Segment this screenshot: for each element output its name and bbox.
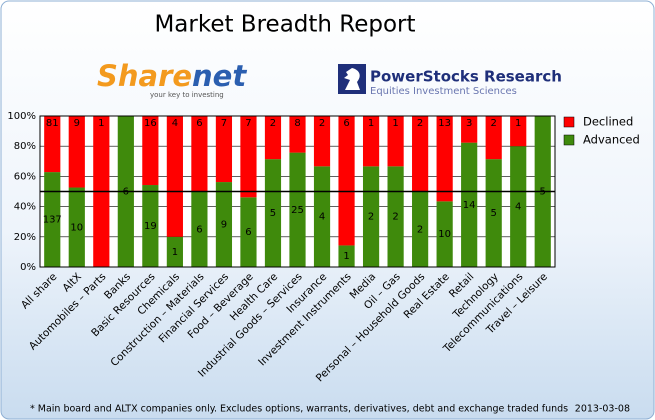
bar-segment bbox=[142, 116, 159, 186]
bar-segment bbox=[289, 152, 306, 267]
bar-segment bbox=[166, 236, 183, 267]
data-label: 1 bbox=[343, 251, 349, 262]
bar-segment bbox=[485, 116, 502, 160]
data-label: 2 bbox=[270, 118, 276, 129]
logo-text: PowerStocks Research bbox=[370, 68, 562, 86]
data-label: 9 bbox=[221, 220, 227, 231]
data-label: 2 bbox=[368, 212, 374, 223]
bar-segment bbox=[264, 159, 282, 267]
data-label: 19 bbox=[144, 221, 157, 232]
data-label: 81 bbox=[46, 118, 59, 129]
data-label: 13 bbox=[438, 118, 451, 129]
data-label: 3 bbox=[466, 118, 472, 129]
bar-segment bbox=[44, 116, 61, 173]
bar-segment bbox=[510, 146, 527, 267]
bar-segment bbox=[362, 116, 380, 167]
logo-sharenet: Share net your key to investing bbox=[97, 59, 247, 99]
bar-segment bbox=[412, 191, 429, 267]
data-label: 137 bbox=[43, 215, 62, 226]
y-tick-label: 20% bbox=[14, 232, 36, 243]
data-label: 4 bbox=[172, 118, 178, 129]
data-label: 6 bbox=[245, 227, 251, 238]
y-tick-label: 0% bbox=[20, 262, 36, 273]
data-label: 2 bbox=[392, 212, 398, 223]
data-label: 1 bbox=[172, 247, 178, 258]
bar-segment bbox=[338, 245, 355, 267]
bar-segment bbox=[313, 116, 331, 167]
legend-label: Advanced bbox=[583, 133, 640, 147]
bar-segment bbox=[215, 182, 233, 267]
bar-segment bbox=[461, 116, 478, 143]
bar-segment bbox=[191, 191, 208, 267]
data-label: 2 bbox=[491, 118, 497, 129]
bar-segment bbox=[436, 116, 453, 202]
bar-segment bbox=[289, 116, 306, 153]
logo-powerstocks: PowerStocks Research Equities Investment… bbox=[338, 64, 562, 97]
data-label: 2 bbox=[319, 118, 325, 129]
bar-segment bbox=[485, 159, 502, 267]
data-label: 6 bbox=[196, 118, 202, 129]
data-label: 1 bbox=[515, 118, 521, 129]
data-label: 16 bbox=[144, 118, 157, 129]
bar-segment bbox=[44, 172, 61, 267]
data-label: 5 bbox=[270, 208, 276, 219]
chart-title: Market Breadth Report bbox=[154, 12, 415, 38]
data-label: 4 bbox=[319, 212, 325, 223]
bar-segment bbox=[240, 197, 257, 267]
data-label: 1 bbox=[392, 118, 398, 129]
data-label: 10 bbox=[70, 222, 83, 233]
bar-segment bbox=[68, 187, 85, 267]
data-label: 10 bbox=[438, 229, 451, 240]
data-label: 25 bbox=[291, 205, 304, 216]
y-tick-label: 60% bbox=[14, 171, 36, 182]
bar-segment bbox=[436, 201, 453, 267]
bar-segment bbox=[215, 116, 233, 183]
logo-text: net bbox=[192, 59, 247, 93]
bar-segment bbox=[461, 142, 478, 267]
legend-swatch bbox=[563, 116, 575, 128]
bar-segment bbox=[240, 116, 257, 198]
logo-knight bbox=[344, 68, 360, 90]
data-label: 6 bbox=[196, 224, 202, 235]
bar-segment bbox=[510, 116, 527, 147]
bar-segment bbox=[338, 116, 355, 246]
logo-tagline: your key to investing bbox=[150, 91, 224, 99]
bar-segment bbox=[264, 116, 282, 160]
legend-swatch bbox=[563, 134, 575, 146]
data-label: 4 bbox=[515, 202, 521, 213]
data-label: 2 bbox=[417, 118, 423, 129]
bar-segment bbox=[412, 116, 429, 192]
bar-segment bbox=[68, 116, 85, 188]
date: 2013-03-08 bbox=[575, 404, 630, 415]
data-label: 2 bbox=[417, 224, 423, 235]
bar-segment bbox=[387, 116, 404, 167]
plot-frame bbox=[39, 115, 556, 268]
y-tick-label: 40% bbox=[14, 202, 36, 213]
legend-label: Declined bbox=[583, 115, 633, 129]
bar-segment bbox=[166, 116, 183, 237]
footnote: * Main board and ALTX companies only. Ex… bbox=[30, 404, 568, 415]
y-tick-label: 80% bbox=[14, 141, 36, 152]
data-label: 1 bbox=[98, 118, 104, 129]
logo-tagline: Equities Investment Sciences bbox=[370, 86, 517, 97]
data-label: 14 bbox=[463, 200, 476, 211]
y-tick-label: 100% bbox=[7, 111, 36, 122]
data-label: 1 bbox=[368, 118, 374, 129]
bar-segment bbox=[191, 116, 208, 192]
data-label: 7 bbox=[245, 118, 251, 129]
data-label: 8 bbox=[294, 118, 300, 129]
data-label: 9 bbox=[74, 118, 80, 129]
data-label: 5 bbox=[491, 208, 497, 219]
bar-segment bbox=[142, 185, 159, 267]
data-label: 7 bbox=[221, 118, 227, 129]
data-label: 6 bbox=[343, 118, 349, 129]
logo-text: Share bbox=[97, 59, 192, 93]
